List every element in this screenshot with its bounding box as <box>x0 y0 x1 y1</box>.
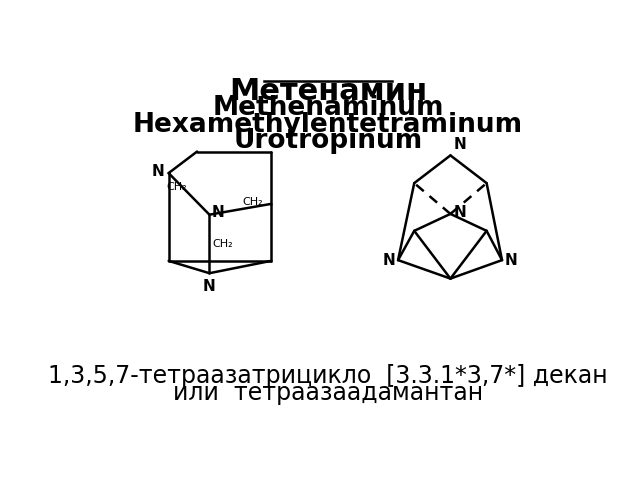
Text: N: N <box>152 164 164 179</box>
Text: CH₂: CH₂ <box>212 239 233 249</box>
Text: N: N <box>212 205 225 220</box>
Text: CH₂: CH₂ <box>243 197 263 207</box>
Text: Hexamethylentetraminum: Hexamethylentetraminum <box>133 111 523 137</box>
Text: Метенамин: Метенамин <box>229 77 427 106</box>
Text: или  тетраазаадамантан: или тетраазаадамантан <box>173 381 483 405</box>
Text: N: N <box>203 278 216 294</box>
Text: 1,3,5,7-тетраазатрицикло  [3.3.1*3,7*] декан: 1,3,5,7-тетраазатрицикло [3.3.1*3,7*] де… <box>48 364 608 388</box>
Text: N: N <box>454 205 467 220</box>
Text: CH₂: CH₂ <box>166 181 187 192</box>
Text: N: N <box>454 137 467 152</box>
Text: N: N <box>382 252 395 268</box>
Text: Methenaminum: Methenaminum <box>212 95 444 120</box>
Text: N: N <box>505 252 518 268</box>
Text: Urotropinum: Urotropinum <box>234 129 422 155</box>
